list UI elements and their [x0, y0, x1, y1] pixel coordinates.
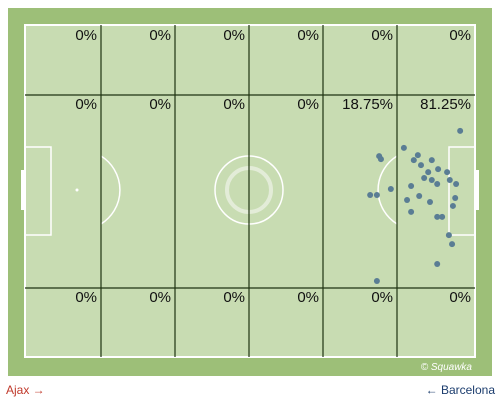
- event-dot: [373, 191, 380, 198]
- event-dot: [457, 127, 464, 134]
- event-dot: [434, 213, 441, 220]
- zone-percent: 0%: [449, 27, 471, 44]
- zone-percent: 0%: [149, 27, 171, 44]
- event-dot: [428, 157, 435, 164]
- event-dot: [425, 169, 432, 176]
- event-dot: [444, 169, 451, 176]
- event-dot: [452, 194, 459, 201]
- zone-percent: 0%: [223, 27, 245, 44]
- zone-percent: 0%: [297, 96, 319, 113]
- event-dot: [453, 181, 460, 188]
- event-dot: [377, 156, 384, 163]
- event-dot: [449, 241, 456, 248]
- zone-percent: 0%: [371, 27, 393, 44]
- event-dot: [421, 175, 428, 182]
- pitch-field: [24, 24, 476, 358]
- event-dot: [373, 277, 380, 284]
- event-dot: [428, 177, 435, 184]
- event-dot: [446, 177, 453, 184]
- right-arc: [377, 155, 398, 225]
- zone-percent: 0%: [149, 289, 171, 306]
- home-team: Ajax →: [6, 383, 45, 397]
- left-goal: [21, 170, 26, 210]
- event-dot: [449, 202, 456, 209]
- event-dot: [410, 157, 417, 164]
- zone-percent: 0%: [75, 96, 97, 113]
- event-dot: [400, 144, 407, 151]
- event-dot: [404, 196, 411, 203]
- event-dot: [367, 191, 374, 198]
- event-dot: [408, 208, 415, 215]
- zone-percent: 18.75%: [342, 96, 393, 113]
- right-goal: [474, 170, 479, 210]
- event-dot: [414, 152, 421, 159]
- event-dot: [418, 162, 424, 169]
- zone-percent: 0%: [75, 289, 97, 306]
- event-dot: [427, 198, 433, 205]
- event-dot: [434, 261, 441, 268]
- zone-percent: 81.25%: [420, 96, 471, 113]
- zone-lines: [25, 25, 475, 357]
- event-dot: [408, 183, 415, 190]
- zone-percent: 0%: [223, 96, 245, 113]
- pitch: © Squawka 0% 0% 0% 0% 0% 0% 0% 0% 0% 0% 18.75% 81.2…: [8, 8, 492, 376]
- zone-percent: 0%: [149, 96, 171, 113]
- watermark: © Squawka: [421, 362, 473, 373]
- event-dot: [435, 166, 442, 173]
- zone-percent: 0%: [449, 289, 471, 306]
- event-dot: [445, 232, 452, 239]
- zone-percent: 0%: [371, 289, 393, 306]
- zone-percent: 0%: [223, 289, 245, 306]
- penalty-spot: [75, 188, 79, 192]
- event-dot: [434, 181, 441, 188]
- zone-percent: 0%: [297, 27, 319, 44]
- zone-percent: 0%: [75, 27, 97, 44]
- event-dot: [416, 192, 423, 199]
- left-arc: [100, 155, 121, 225]
- event-dot: [387, 186, 394, 193]
- event-dot: [439, 213, 446, 220]
- zone-percent: 0%: [297, 289, 319, 306]
- away-team: ← Barcelona: [425, 383, 495, 397]
